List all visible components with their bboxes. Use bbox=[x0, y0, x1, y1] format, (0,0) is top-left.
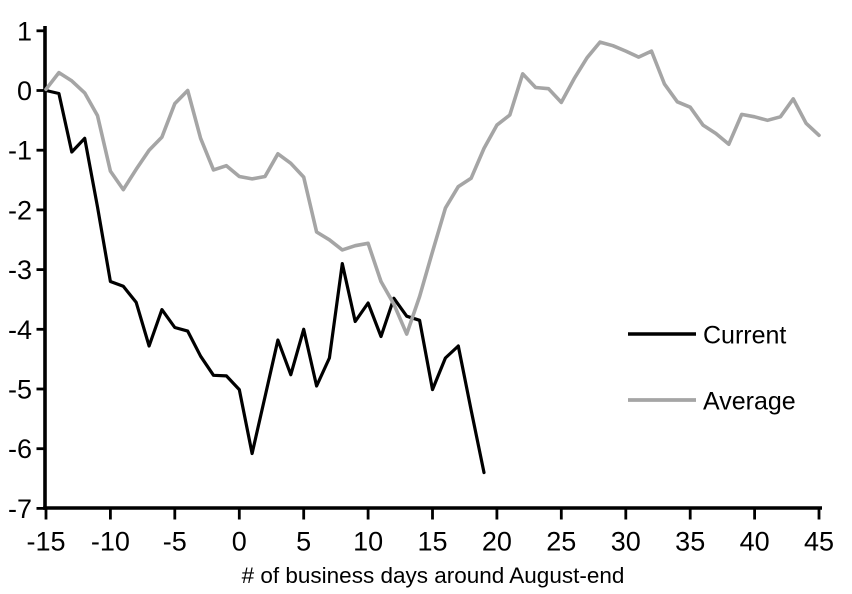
x-tick-label: 30 bbox=[611, 527, 641, 557]
x-tick-label: -15 bbox=[26, 527, 65, 557]
x-tick-label: -10 bbox=[91, 527, 130, 557]
legend-label-current: Current bbox=[703, 322, 786, 350]
x-tick-label: -5 bbox=[163, 527, 187, 557]
x-tick-label: 10 bbox=[353, 527, 383, 557]
x-tick-label: 25 bbox=[546, 527, 576, 557]
legend-label-average: Average bbox=[703, 388, 796, 416]
y-tick-label: -5 bbox=[8, 375, 32, 405]
y-tick-label: -2 bbox=[8, 195, 32, 225]
y-tick-label: 1 bbox=[17, 16, 32, 46]
series-lines bbox=[44, 40, 821, 475]
y-tick-label: -3 bbox=[8, 255, 32, 285]
y-axis-ticks: 1 0 -1 -2 -3 -4 -5 -6 -7 bbox=[8, 16, 45, 524]
legend: Current Average bbox=[628, 322, 796, 416]
x-tick-label: 0 bbox=[232, 527, 247, 557]
y-tick-label: -7 bbox=[8, 494, 32, 524]
x-tick-label: 5 bbox=[296, 527, 311, 557]
x-tick-label: 20 bbox=[482, 527, 512, 557]
y-tick-label: -4 bbox=[8, 315, 32, 345]
current-series-line bbox=[44, 88, 486, 475]
x-axis-title: # of business days around August-end bbox=[242, 563, 625, 588]
x-axis-ticks: -15 -10 -5 0 5 10 15 20 25 30 35 40 45 bbox=[26, 508, 834, 557]
x-tick-label: 35 bbox=[675, 527, 705, 557]
average-series-line bbox=[44, 40, 821, 336]
x-tick-label: 15 bbox=[417, 527, 447, 557]
x-tick-label: 45 bbox=[804, 527, 834, 557]
y-tick-label: -6 bbox=[8, 434, 32, 464]
y-tick-label: 0 bbox=[17, 76, 32, 106]
y-tick-label: -1 bbox=[8, 136, 32, 166]
x-tick-label: 40 bbox=[740, 527, 770, 557]
